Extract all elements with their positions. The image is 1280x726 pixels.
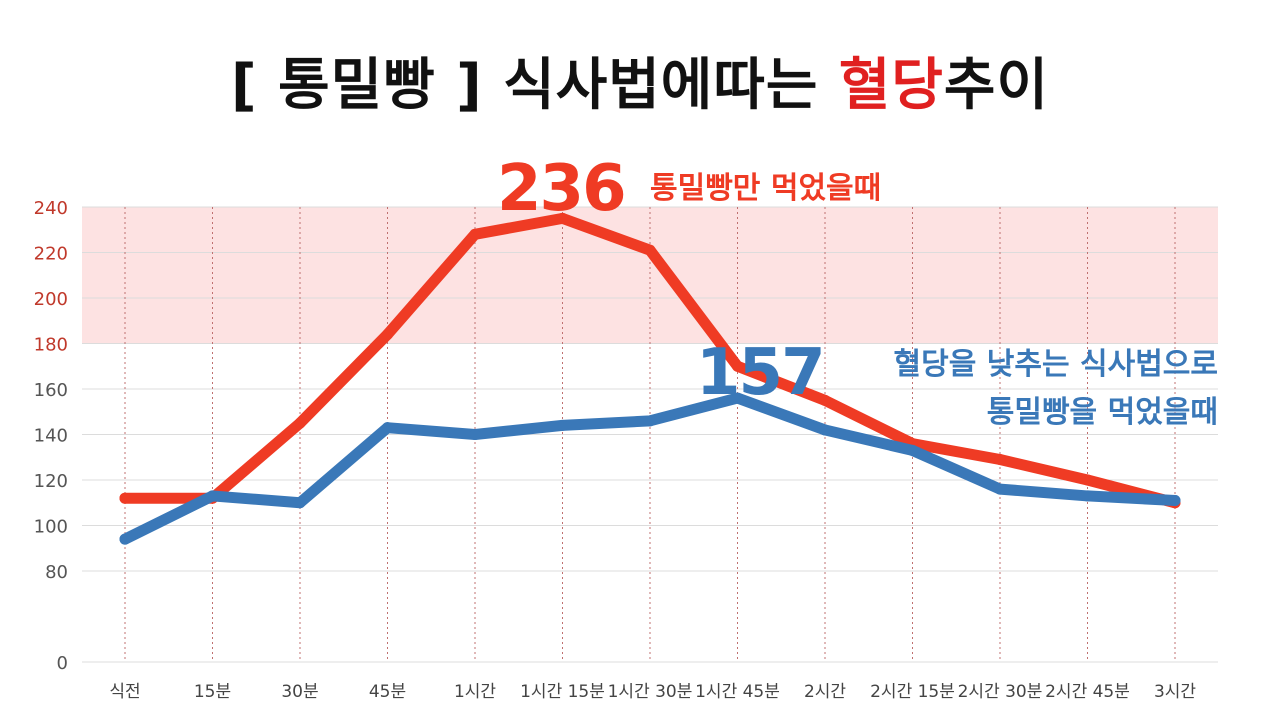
x-tick-label: 2시간 45분 (1045, 682, 1130, 702)
y-tick-label: 140 (34, 426, 68, 447)
danger-band-layer (82, 207, 1218, 344)
y-tick-label: 0 (57, 653, 68, 674)
y-tick-label: 100 (34, 517, 68, 538)
data-point (557, 212, 568, 224)
data-point (294, 417, 306, 429)
series-layer (119, 212, 1181, 545)
x-tick-label: 식전 (109, 682, 140, 702)
data-point (382, 422, 393, 434)
blue-peak-label-line1: 혈당을 낮추는 식사법으로 (894, 347, 1219, 382)
vertical-guide-layer (124, 207, 1176, 662)
data-point (819, 394, 831, 406)
x-tick-label: 15분 (194, 682, 231, 702)
y-tick-layer: 0 80 100 120 140 160 180 200 220 240 (34, 198, 68, 674)
x-tick-label: 2시간 (804, 682, 846, 702)
data-point (119, 492, 131, 504)
data-point (1082, 490, 1093, 502)
title-highlight: 혈당 (838, 53, 944, 118)
y-tick-label: 240 (34, 198, 68, 219)
data-point (819, 424, 831, 436)
x-tick-label: 2시간 15분 (870, 682, 955, 702)
x-tick-label: 1시간 30분 (608, 682, 693, 702)
red-peak-value: 236 (497, 152, 625, 226)
y-tick-label: 220 (34, 244, 68, 265)
red-peak-label: 통밀빵만 먹었을때 (650, 171, 881, 206)
data-point (469, 228, 481, 240)
data-point (1169, 494, 1181, 506)
x-tick-label: 45분 (369, 682, 406, 702)
data-point (294, 497, 306, 509)
data-point (382, 328, 393, 340)
data-point (469, 429, 481, 440)
chart-title: [ 통밀빵 ] 식사법에따는 혈당추이 (0, 40, 1280, 121)
x-tick-label: 1시간 (454, 682, 496, 702)
data-point (994, 454, 1006, 466)
x-tick-label: 1시간 45분 (695, 682, 780, 702)
title-prefix: [ 통밀빵 ] 식사법에따는 (231, 53, 839, 118)
data-point (644, 415, 656, 427)
data-point (207, 490, 218, 502)
y-tick-label: 200 (34, 289, 68, 310)
data-point (732, 360, 743, 372)
y-tick-label: 180 (34, 335, 68, 356)
data-point (732, 392, 743, 404)
x-tick-label: 2시간 30분 (958, 682, 1043, 702)
x-tick-label: 30분 (281, 682, 318, 702)
data-point (1082, 474, 1093, 486)
x-tick-label: 3시간 (1154, 682, 1196, 702)
blue-peak-label-line2: 통밀빵을 먹었을때 (987, 395, 1218, 430)
title-suffix: 추이 (943, 53, 1049, 118)
y-tick-label: 160 (34, 380, 68, 401)
y-tick-label: 80 (45, 562, 68, 583)
data-point (994, 483, 1006, 495)
danger-band (82, 207, 1218, 344)
data-point (644, 244, 656, 256)
y-tick-label: 120 (34, 471, 68, 492)
data-point (557, 419, 568, 431)
x-tick-layer: 식전 15분 30분 45분 1시간 1시간 15분 1시간 30분 1시간 45분 2시간 2시… (109, 682, 1196, 702)
blue-peak-value: 157 (696, 336, 824, 410)
x-tick-label: 1시간 15분 (520, 682, 605, 702)
data-point (119, 533, 131, 545)
data-point (907, 444, 918, 456)
